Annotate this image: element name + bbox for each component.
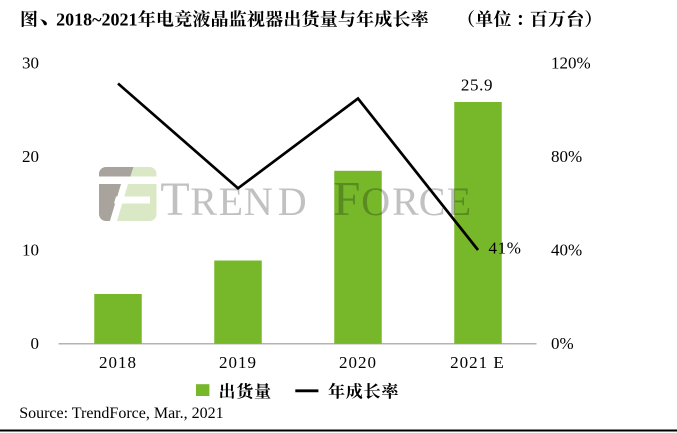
svg-text:2020: 2020	[339, 353, 377, 372]
svg-text:41%: 41%	[489, 239, 522, 258]
svg-text:10: 10	[22, 241, 39, 260]
svg-text:2021 E: 2021 E	[450, 353, 505, 372]
svg-text:80%: 80%	[551, 147, 582, 166]
svg-text:T: T	[160, 173, 189, 226]
svg-text:0: 0	[31, 334, 40, 353]
svg-text:Source: TrendForce, Mar., 2021: Source: TrendForce, Mar., 2021	[19, 405, 223, 422]
svg-text:25.9: 25.9	[461, 76, 493, 95]
svg-text:20: 20	[22, 147, 39, 166]
svg-text:R: R	[190, 179, 217, 224]
svg-text:120%: 120%	[551, 54, 591, 73]
svg-text:2019: 2019	[219, 353, 257, 372]
svg-text:40%: 40%	[551, 241, 582, 260]
svg-text:D: D	[278, 179, 307, 224]
svg-text:F: F	[333, 171, 360, 226]
svg-text:2018: 2018	[99, 353, 137, 372]
svg-text:O: O	[361, 179, 390, 224]
svg-text:N: N	[244, 179, 273, 224]
svg-text:R: R	[392, 179, 419, 224]
svg-text:30: 30	[22, 54, 39, 73]
svg-text:2018~2021: 2018~2021	[56, 10, 137, 30]
svg-text:0%: 0%	[551, 334, 574, 353]
